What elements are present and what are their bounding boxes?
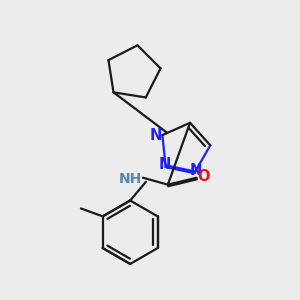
Text: N: N <box>158 157 171 172</box>
Text: N: N <box>149 128 162 142</box>
Text: NH: NH <box>118 172 142 186</box>
Text: N: N <box>190 163 202 178</box>
Text: O: O <box>197 169 210 184</box>
